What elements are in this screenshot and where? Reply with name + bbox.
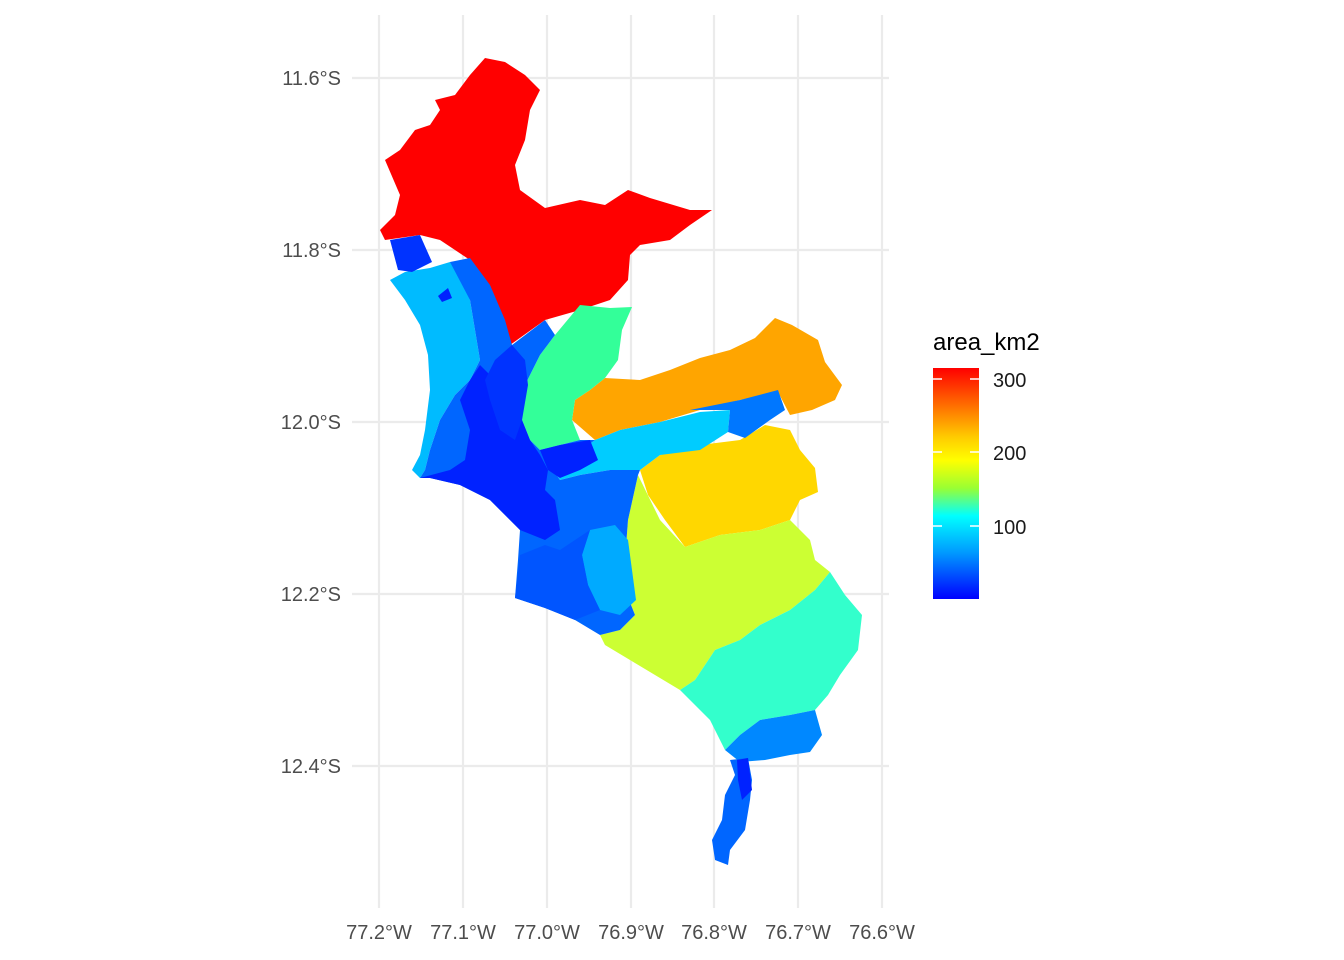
- y-tick-label: 12.0°S: [281, 412, 341, 434]
- x-tick-label: 77.1°W: [430, 922, 496, 944]
- region-east-orange: [572, 318, 842, 440]
- legend-colorbar: [933, 368, 979, 599]
- y-tick-label: 11.8°S: [282, 240, 341, 262]
- y-tick-label: 12.2°S: [281, 584, 341, 606]
- legend-label: 300: [993, 370, 1026, 392]
- y-tick-label: 12.4°S: [281, 756, 341, 778]
- region-core-blue: [420, 365, 560, 540]
- region-core-blue-3: [540, 440, 598, 478]
- region-small-island: [438, 288, 452, 302]
- region-south-blue-2: [515, 530, 600, 620]
- region-east-yellow: [640, 425, 818, 547]
- legend-label: 100: [993, 517, 1026, 539]
- y-tick-label: 11.6°S: [282, 68, 341, 90]
- region-south-blue: [725, 710, 822, 762]
- region-south-tip-inner: [737, 758, 752, 800]
- x-tick-label: 76.7°W: [765, 922, 831, 944]
- x-tick-label: 76.9°W: [598, 922, 664, 944]
- x-tick-label: 76.8°W: [681, 922, 747, 944]
- region-east-blue: [690, 390, 785, 438]
- legend-title: area_km2: [933, 329, 1040, 356]
- region-northwest-cyan: [390, 262, 480, 478]
- x-tick-label: 76.6°W: [849, 922, 915, 944]
- x-tick-label: 77.0°W: [514, 922, 580, 944]
- x-tick-label: 77.2°W: [346, 922, 412, 944]
- region-south-cyan: [582, 525, 636, 615]
- region-core-blue-2: [485, 345, 528, 440]
- legend: area_km2 300 200 100: [933, 329, 1040, 599]
- region-center-green: [522, 305, 632, 450]
- region-northwest-blue: [390, 235, 432, 272]
- region-east-cyan: [550, 410, 730, 480]
- x-axis-labels: 77.2°W 77.1°W 77.0°W 76.9°W 76.8°W 76.7°…: [346, 922, 915, 944]
- legend-label: 200: [993, 443, 1026, 465]
- y-axis-labels: 11.6°S 11.8°S 12.0°S 12.2°S 12.4°S: [281, 68, 341, 778]
- region-south-aquamarine: [680, 572, 862, 750]
- region-north: [380, 58, 712, 345]
- map-regions: [380, 58, 862, 865]
- region-south-lime: [600, 475, 830, 690]
